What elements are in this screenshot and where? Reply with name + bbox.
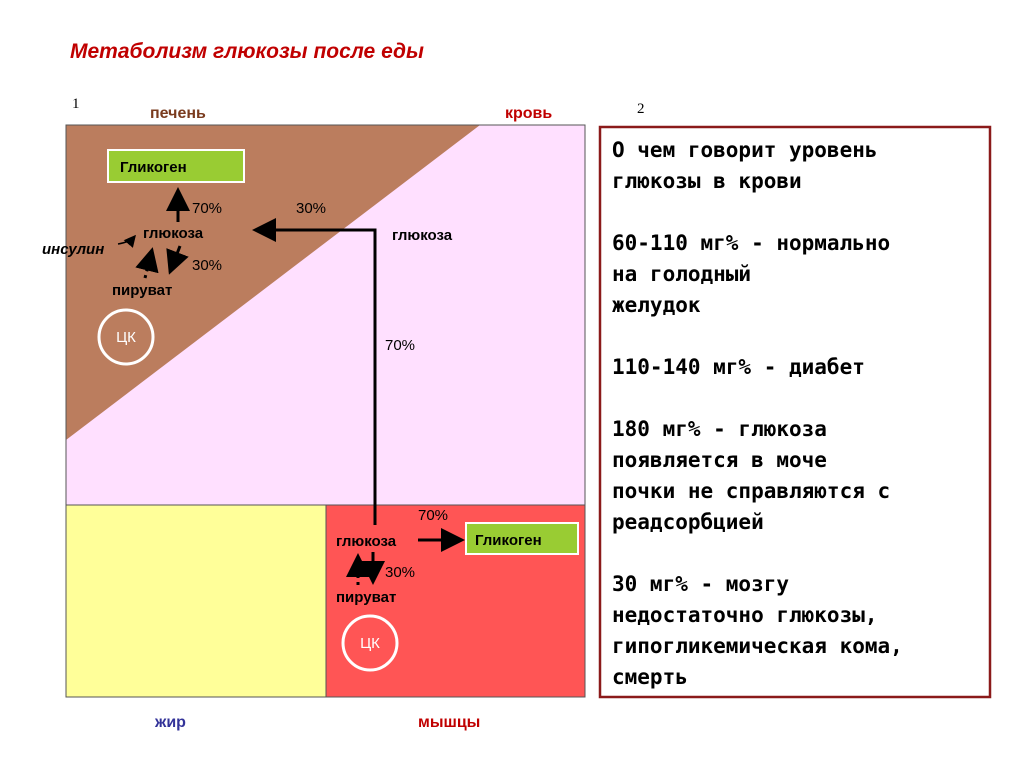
panel-line: на голодный [612, 262, 751, 286]
glycogen: Гликоген [120, 159, 187, 176]
arrows [117, 187, 465, 585]
title: Метаболизм глюкозы после еды [70, 40, 424, 63]
percent: 30% [385, 564, 415, 581]
panel-line: недостаточно глюкозы, [612, 603, 878, 627]
glycogen-box [465, 522, 579, 555]
panel-line: появляется в моче [612, 448, 827, 472]
panel-line: 180 мг% - глюкоза [612, 417, 827, 441]
panel-line: реадсорбцией [612, 510, 764, 534]
cycle-circle [341, 614, 399, 672]
panel-line: почки не справляются с [612, 479, 890, 503]
panel-line: 60-110 мг% - нормально [612, 231, 890, 255]
glucose: глюкоза [392, 227, 453, 244]
panel-text: О чем говорит уровень глюкозы в крови 60-1… [612, 138, 903, 689]
panel-number: 2 [637, 101, 645, 117]
glucose: глюкоза [336, 533, 397, 550]
glycogen: Гликоген [475, 532, 542, 549]
panel-line: желудок [612, 293, 701, 317]
fat-label: жир [154, 714, 186, 731]
panel-line: глюкозы в крови [612, 169, 802, 193]
panel-number: 1 [72, 96, 80, 112]
percent: 70% [192, 200, 222, 217]
pyruvate: пируват [336, 589, 396, 606]
pyruvate: пируват [112, 282, 172, 299]
glycogen-box [107, 149, 245, 183]
percent: 30% [192, 257, 222, 274]
blood-label: кровь [505, 105, 552, 122]
cycle: ЦК [116, 329, 136, 346]
panel-line: смерть [612, 665, 688, 689]
liver-label: печень [150, 105, 206, 122]
insulin: инсулин [42, 241, 104, 258]
cycle-circle [97, 308, 155, 366]
cycle: ЦК [360, 635, 380, 652]
percent: 30% [296, 200, 326, 217]
panel-line: 110-140 мг% - диабет [612, 355, 865, 379]
panel-line: 30 мг% - мозгу [612, 572, 789, 596]
percent: 70% [385, 337, 415, 354]
glucose: глюкоза [143, 225, 204, 242]
panel-line: О чем говорит уровень [612, 138, 878, 162]
diagram-box [65, 124, 586, 698]
panel-line: гипогликемическая кома, [612, 634, 903, 658]
percent: 70% [418, 507, 448, 524]
muscle-label: мышцы [418, 714, 480, 731]
info-panel [598, 125, 992, 699]
